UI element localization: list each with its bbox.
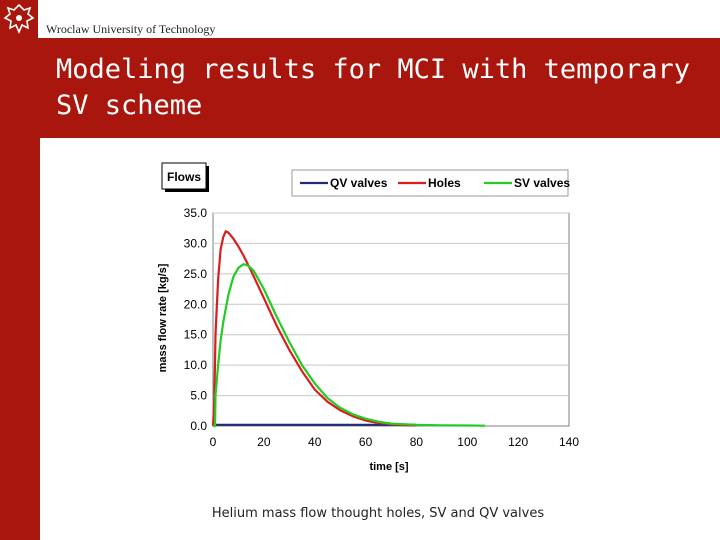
x-tick-label: 60 bbox=[359, 435, 373, 449]
left-accent-strip bbox=[0, 138, 40, 540]
x-tick-label: 120 bbox=[508, 435, 528, 449]
y-axis-label: mass flow rate [kg/s] bbox=[157, 263, 169, 372]
y-tick-label: 20.0 bbox=[184, 297, 208, 311]
chart-svg: Flows QV valves Holes SV valves 0.0 5.0 10.0… bbox=[157, 162, 579, 473]
y-tick-label: 5.0 bbox=[190, 389, 207, 403]
x-axis-label: time [s] bbox=[369, 461, 408, 473]
top-bar: Wroclaw University of Technology bbox=[0, 0, 720, 38]
eagle-crest-icon bbox=[0, 0, 38, 38]
y-tick-label: 10.0 bbox=[184, 358, 208, 372]
x-tick-label: 100 bbox=[457, 435, 477, 449]
x-tick-label: 80 bbox=[410, 435, 424, 449]
y-tick-label: 30.0 bbox=[184, 236, 208, 250]
series-line-holes bbox=[211, 230, 417, 427]
x-tick-label: 40 bbox=[308, 435, 322, 449]
legend-label-qv-valves: QV valves bbox=[330, 176, 388, 190]
series-line-sv-valves bbox=[213, 262, 486, 428]
plot-area bbox=[212, 212, 570, 427]
slide-title: Modeling results for MCI with temporary … bbox=[56, 54, 690, 121]
title-band bbox=[0, 38, 720, 138]
legend-label-sv-valves: SV valves bbox=[514, 176, 570, 190]
x-tick-label: 20 bbox=[257, 435, 271, 449]
legend-label-holes: Holes bbox=[428, 176, 461, 190]
chart-legend bbox=[291, 169, 569, 197]
x-tick-label: 140 bbox=[559, 435, 579, 449]
x-tick-label: 0 bbox=[210, 435, 217, 449]
y-tick-label: 35.0 bbox=[184, 206, 208, 220]
y-tick-label: 15.0 bbox=[184, 328, 208, 342]
y-tick-label: 0.0 bbox=[190, 419, 207, 433]
series-line-qv-valves bbox=[212, 423, 417, 427]
chart-title: Flows bbox=[167, 170, 201, 184]
university-name: Wroclaw University of Technology bbox=[46, 22, 216, 36]
flows-chart: Flows QV valves Holes SV valves 0.0 5.0 10.0… bbox=[150, 158, 590, 478]
y-tick-label: 25.0 bbox=[184, 267, 208, 281]
chart-title-box bbox=[161, 162, 207, 190]
figure-caption: Helium mass flow thought holes, SV and Q… bbox=[211, 506, 545, 521]
